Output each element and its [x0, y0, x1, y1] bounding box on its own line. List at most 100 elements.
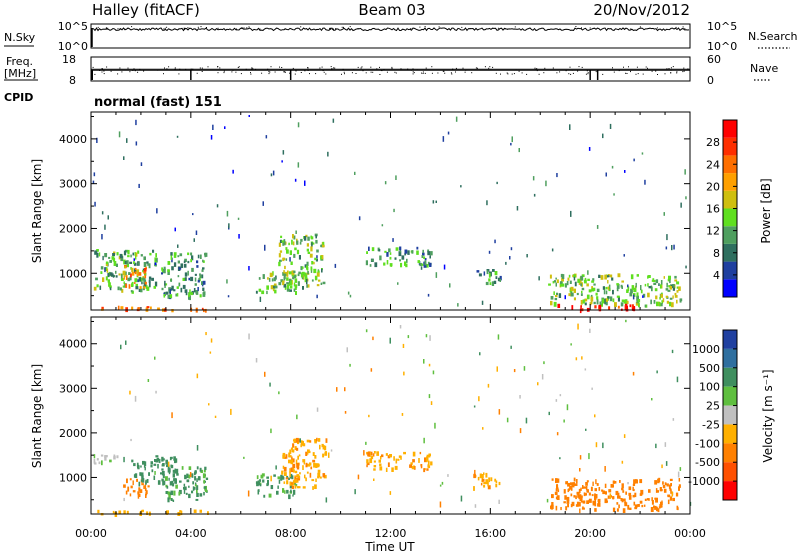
power-echo-cell [96, 137, 98, 143]
power-echo-cell [125, 283, 128, 288]
power-echo-cell [666, 234, 668, 241]
power-echo-cell [120, 278, 124, 281]
nave-dot [330, 66, 332, 68]
nave-dot [492, 66, 494, 68]
velocity-echo-cell [257, 480, 260, 484]
velocity-echo-cell [137, 493, 141, 497]
power-echo-cell [273, 277, 276, 282]
velocity-echo-cell [158, 458, 161, 464]
power-echo-cell [106, 268, 109, 273]
velocity-echo-cell [623, 498, 626, 502]
power-echo-cell [117, 286, 120, 291]
velocity-echo-cell [579, 468, 581, 472]
power-echo-cell [104, 267, 108, 271]
power-echo-cell [306, 265, 308, 270]
velocity-echo-cell [144, 488, 147, 491]
velocity-echo-cell [153, 463, 157, 466]
nave-dot [451, 73, 453, 75]
velocity-colorbar-tick-label: 100 [699, 381, 720, 394]
velocity-echo-cell [188, 474, 191, 479]
velocity-echo-cell [633, 479, 636, 484]
power-echo-cell [652, 278, 655, 282]
velocity-echo-cell [286, 489, 289, 494]
velocity-echo-cell [566, 497, 569, 500]
nave-dot [163, 73, 164, 75]
nave-dot [380, 69, 382, 71]
velocity-echo-cell [537, 382, 539, 386]
power-echo-cell [573, 288, 576, 293]
power-echo-cell [265, 135, 268, 139]
power-echo-cell [120, 256, 124, 262]
velocity-echo-cell [555, 399, 558, 402]
velocity-echo-cell [284, 472, 287, 476]
nave-dot [666, 68, 668, 70]
power-echo-cell [420, 266, 423, 270]
power-echo-cell [173, 289, 176, 292]
nave-dot [199, 67, 201, 69]
power-echo-cell [135, 119, 137, 126]
velocity-echo-cell [208, 403, 210, 406]
power-echo-cell [258, 277, 261, 280]
nave-dot [304, 70, 306, 72]
velocity-echo-cell [485, 472, 488, 478]
power-echo-cell [184, 258, 187, 262]
power-echo-cell [280, 279, 284, 283]
velocity-echo-cell [568, 488, 571, 491]
power-echo-cell [291, 270, 295, 276]
nave-dot [379, 74, 381, 75]
power-echo-cell [511, 136, 513, 143]
velocity-colorbar-segment [723, 330, 737, 349]
power-echo-cell [365, 260, 368, 266]
nave-dot [178, 73, 180, 75]
velocity-echo-cell [670, 483, 672, 487]
y-tick-label: 1000 [59, 267, 87, 280]
power-echo-cell [667, 289, 671, 292]
velocity-echo-cell [598, 487, 601, 491]
velocity-echo-cell [423, 359, 425, 364]
nave-dot [636, 66, 638, 68]
nave-dot [407, 68, 409, 70]
velocity-echo-cell [270, 475, 272, 482]
velocity-echo-cell [595, 442, 598, 448]
nave-tick-top: 60 [707, 53, 721, 66]
power-echo-cell [386, 260, 389, 265]
nave-dot [412, 68, 414, 70]
power-echo-cell [478, 273, 482, 277]
power-echo-cell [596, 288, 600, 292]
velocity-echo-cell [307, 463, 310, 467]
power-echo-cell [644, 179, 646, 185]
power-echo-cell [105, 262, 108, 267]
velocity-echo-cell [370, 451, 373, 456]
nave-dot [664, 73, 666, 75]
velocity-echo-cell [570, 487, 573, 491]
power-echo-cell [284, 265, 286, 270]
power-echo-cell [659, 297, 661, 300]
power-echo-cell [672, 287, 675, 291]
power-echo-cell [144, 267, 147, 272]
velocity-echo-cell [570, 493, 573, 497]
velocity-echo-cell [615, 490, 619, 496]
velocity-echo-cell [319, 476, 322, 479]
sky-dot [438, 26, 440, 28]
power-echo-cell [161, 272, 163, 275]
nave-dot [670, 72, 672, 74]
velocity-colorbar-tick-label: -500 [695, 456, 720, 469]
velocity-echo-cell [155, 390, 157, 394]
nave-dot [283, 71, 285, 73]
nave-dot [94, 73, 96, 75]
power-echo-cell [607, 275, 610, 278]
velocity-echo-cell [195, 482, 197, 486]
power-echo-cell [167, 270, 170, 275]
velocity-echo-cell [399, 325, 402, 329]
power-echo-cell [199, 275, 202, 278]
velocity-echo-cell [94, 462, 97, 465]
power-echo-cell [669, 286, 673, 290]
velocity-echo-cell [403, 371, 405, 376]
velocity-echo-cell [365, 329, 368, 333]
power-echo-cell [510, 247, 513, 251]
velocity-echo-cell [660, 489, 663, 492]
power-colorbar-segment [723, 226, 737, 244]
power-echo-cell [347, 291, 350, 295]
power-echo-cell [267, 277, 269, 280]
